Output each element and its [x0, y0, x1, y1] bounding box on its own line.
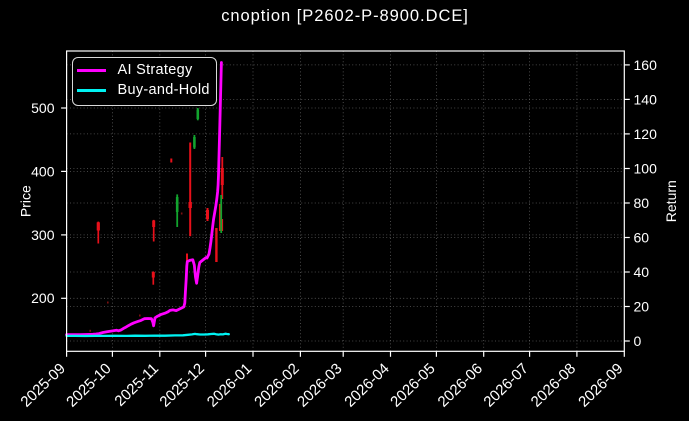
svg-text:160: 160	[634, 57, 658, 73]
svg-text:2026-05: 2026-05	[387, 360, 438, 410]
svg-text:500: 500	[31, 100, 55, 116]
svg-text:2025-10: 2025-10	[63, 360, 114, 410]
svg-text:2026-02: 2026-02	[251, 360, 302, 410]
svg-text:60: 60	[634, 229, 650, 245]
svg-text:2025-11: 2025-11	[111, 360, 162, 410]
svg-text:400: 400	[31, 163, 55, 179]
svg-text:2026-03: 2026-03	[294, 360, 345, 410]
svg-text:0: 0	[634, 333, 642, 349]
svg-text:2025-09: 2025-09	[17, 360, 68, 410]
svg-text:300: 300	[31, 227, 55, 243]
svg-text:2026-09: 2026-09	[575, 360, 626, 410]
svg-text:2026-06: 2026-06	[435, 360, 486, 410]
svg-text:2026-08: 2026-08	[528, 360, 579, 410]
svg-text:2026-04: 2026-04	[341, 360, 392, 410]
svg-text:140: 140	[634, 91, 658, 107]
svg-text:20: 20	[634, 298, 650, 314]
svg-text:120: 120	[634, 126, 658, 142]
svg-text:Price: Price	[18, 185, 34, 217]
svg-text:Return: Return	[663, 180, 679, 222]
svg-text:80: 80	[634, 195, 650, 211]
svg-text:2026-07: 2026-07	[480, 360, 531, 410]
svg-text:2025-12: 2025-12	[156, 360, 207, 410]
svg-text:200: 200	[31, 290, 55, 306]
svg-text:100: 100	[634, 160, 658, 176]
svg-text:2026-01: 2026-01	[204, 360, 255, 410]
svg-text:40: 40	[634, 264, 650, 280]
